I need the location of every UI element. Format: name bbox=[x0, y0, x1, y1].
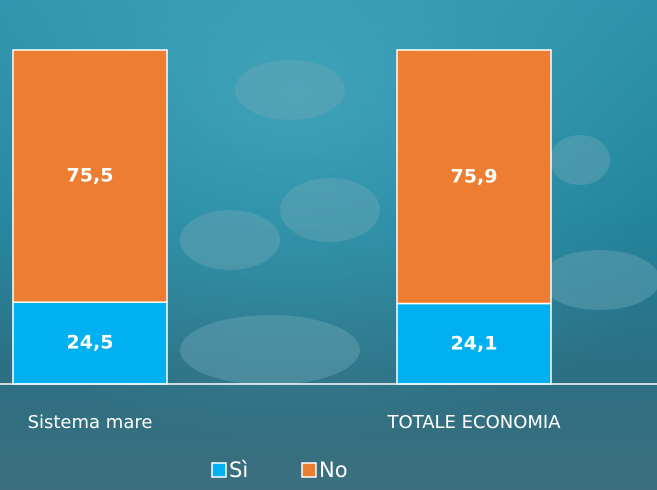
chart: 24,5 75,5 Sistema mare 24,1 75,9 TOTALE ECONO… bbox=[0, 0, 657, 490]
legend-marker bbox=[212, 463, 226, 477]
legend-label: Sì bbox=[229, 458, 248, 482]
x-tick-label: TOTALE ECONOMIA bbox=[386, 412, 561, 433]
data-label: 75,5 bbox=[67, 165, 114, 187]
x-tick-label: Sistema mare bbox=[28, 412, 153, 433]
data-label: 24,5 bbox=[67, 332, 114, 354]
data-label: 24,1 bbox=[451, 332, 498, 354]
legend-label: No bbox=[319, 458, 348, 482]
data-label: 75,9 bbox=[451, 165, 498, 187]
legend-marker bbox=[302, 463, 316, 477]
page: 24,5 75,5 Sistema mare 24,1 75,9 TOTALE ECONO… bbox=[0, 0, 657, 490]
